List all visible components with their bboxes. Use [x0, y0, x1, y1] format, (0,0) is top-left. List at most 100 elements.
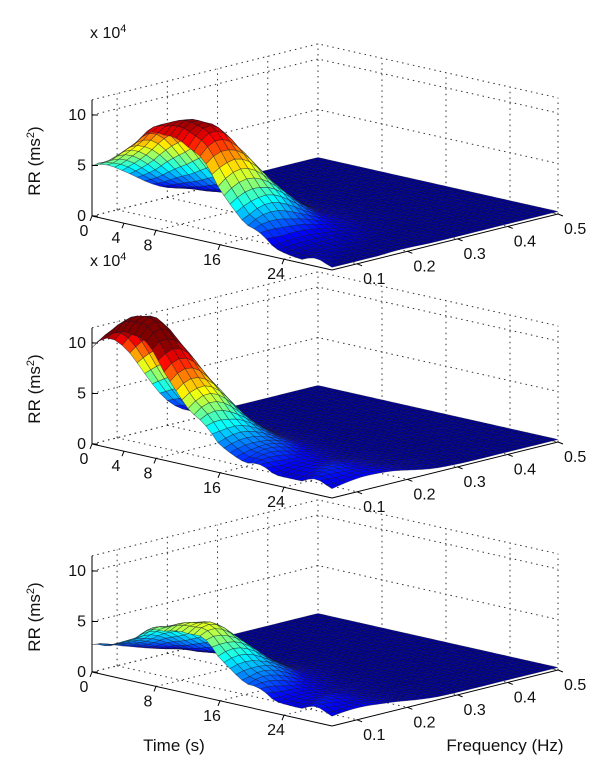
- frequency-tick-label: 0.2: [413, 486, 435, 503]
- time-tick-label: 16: [203, 252, 221, 269]
- z-tick-label: 5: [77, 158, 86, 175]
- time-tick-label: 0: [80, 451, 89, 468]
- frequency-tick-label: 0.4: [514, 233, 536, 250]
- frequency-tick: [457, 694, 463, 698]
- frequency-tick: [356, 491, 363, 495]
- frequency-tick: [557, 669, 564, 673]
- z-axis-label-text: RR (ms: [25, 594, 44, 652]
- frequency-tick-label: 0.1: [363, 727, 385, 744]
- grid-line: [91, 499, 559, 557]
- time-tick-label: 8: [144, 237, 153, 254]
- time-tick: [89, 443, 93, 450]
- grid-line: [91, 58, 559, 116]
- time-tick-label: 0: [80, 679, 89, 696]
- frequency-tick: [557, 213, 564, 217]
- z-axis-label: RR (ms2): [25, 582, 44, 651]
- exponent-base: x 10: [90, 253, 120, 270]
- exponent-power: 4: [120, 251, 126, 263]
- surface-mesh: [91, 315, 559, 489]
- z-axis-label-close: ): [25, 354, 44, 360]
- time-tick: [153, 230, 157, 236]
- time-tick: [153, 686, 157, 692]
- z-tick-label: 5: [77, 614, 86, 631]
- frequency-axis-title: Frequency (Hz): [446, 736, 563, 755]
- frequency-tick: [507, 225, 513, 229]
- frequency-tick: [457, 238, 463, 242]
- z-tick-label: 0: [77, 208, 86, 225]
- time-tick: [217, 244, 221, 250]
- z-tick-label: 10: [68, 335, 86, 352]
- frequency-tick: [557, 441, 564, 445]
- z-axis-label: RR (ms2): [25, 126, 44, 195]
- surface-mesh: [91, 613, 559, 717]
- frequency-tick-label: 0.5: [564, 449, 586, 466]
- exponent-label: x 104: [90, 23, 126, 42]
- frequency-tick-label: 0.1: [363, 271, 385, 288]
- time-tick-label: 24: [267, 722, 285, 739]
- frequency-tick: [356, 263, 363, 267]
- frequency-axis-line: [331, 213, 559, 271]
- grid-line: [91, 43, 559, 101]
- frequency-tick: [407, 250, 413, 254]
- exponent-power: 4: [120, 23, 126, 35]
- frequency-tick: [407, 478, 413, 482]
- exponent-label: x 104: [90, 251, 126, 270]
- z-axis-label-text: RR (ms: [25, 138, 44, 196]
- frequency-tick-label: 0.5: [564, 677, 586, 694]
- exponent-base: x 10: [90, 25, 120, 42]
- frequency-tick-label: 0.2: [413, 714, 435, 731]
- frequency-tick-label: 0.1: [363, 499, 385, 516]
- frequency-tick: [407, 706, 413, 710]
- grid-line: [91, 514, 559, 572]
- time-tick: [281, 487, 285, 493]
- grid-line: [117, 437, 358, 493]
- surface-cell: [325, 263, 340, 268]
- time-tick: [121, 223, 125, 229]
- surface-mesh: [91, 118, 559, 268]
- z-tick-label: 10: [68, 563, 86, 580]
- frequency-tick-label: 0.3: [464, 702, 486, 719]
- time-tick: [121, 451, 125, 457]
- time-tick: [217, 472, 221, 478]
- time-tick: [281, 715, 285, 721]
- time-tick: [89, 671, 93, 678]
- frequency-tick-label: 0.5: [564, 221, 586, 238]
- frequency-tick: [457, 466, 463, 470]
- z-tick-label: 10: [68, 107, 86, 124]
- frequency-tick-label: 0.4: [514, 461, 536, 478]
- time-tick-label: 24: [267, 266, 285, 283]
- grid-line: [91, 286, 559, 344]
- time-tick-label: 8: [144, 693, 153, 710]
- time-tick-label: 24: [267, 494, 285, 511]
- frequency-tick: [507, 681, 513, 685]
- grid-line: [91, 271, 559, 329]
- z-axis-label: RR (ms2): [25, 354, 44, 423]
- time-tick-label: 16: [203, 480, 221, 497]
- frequency-tick-label: 0.4: [514, 689, 536, 706]
- z-axis-label-close: ): [25, 126, 44, 132]
- time-tick: [217, 700, 221, 706]
- time-tick: [89, 215, 93, 222]
- time-tick: [153, 458, 157, 464]
- time-axis-title: Time (s): [143, 736, 205, 755]
- time-tick: [281, 259, 285, 265]
- time-tick-label: 8: [144, 465, 153, 482]
- z-axis-label-sup: 2: [25, 132, 37, 138]
- frequency-tick-label: 0.3: [464, 474, 486, 491]
- z-tick-label: 5: [77, 386, 86, 403]
- time-tick-label: 4: [112, 230, 121, 247]
- frequency-tick-label: 0.3: [464, 246, 486, 263]
- z-axis-label-text: RR (ms: [25, 366, 44, 424]
- frequency-tick: [356, 719, 363, 723]
- frequency-tick: [507, 453, 513, 457]
- time-tick-label: 0: [80, 223, 89, 240]
- z-axis-label-close: ): [25, 582, 44, 588]
- frequency-tick-label: 0.2: [413, 258, 435, 275]
- time-tick-label: 16: [203, 708, 221, 725]
- time-tick-label: 4: [112, 458, 121, 475]
